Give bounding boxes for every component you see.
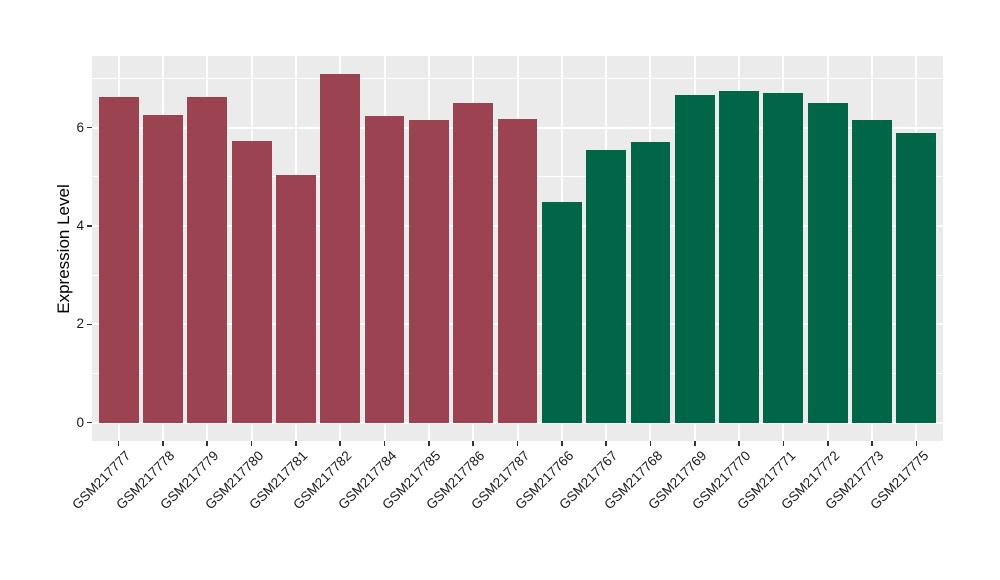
bar-GSM217787 (497, 118, 538, 423)
bar-GSM217771 (763, 92, 804, 423)
bar-GSM217770 (719, 91, 760, 423)
x-tick-mark-GSM217773 (871, 441, 873, 446)
plot-panel (92, 56, 943, 441)
x-tick-mark-GSM217787 (516, 441, 519, 446)
y-tick-label-4: 4 (76, 218, 84, 234)
x-tick-mark-GSM217766 (561, 441, 563, 446)
x-tick-mark-GSM217780 (250, 441, 253, 446)
x-tick-mark-GSM217769 (693, 441, 696, 446)
x-tick-mark-GSM217772 (826, 441, 829, 446)
x-tick-mark-GSM217786 (472, 441, 474, 446)
bar-GSM217773 (852, 120, 893, 423)
x-tick-mark-GSM217779 (206, 441, 209, 446)
x-tick-mark-GSM217778 (162, 441, 164, 446)
x-tick-mark-GSM217781 (295, 441, 297, 446)
y-tick-label-2: 2 (76, 316, 84, 332)
bar-GSM217784 (364, 116, 405, 423)
x-tick-mark-GSM217785 (428, 441, 430, 446)
bar-GSM217767 (586, 150, 627, 423)
x-tick-mark-GSM217775 (915, 441, 918, 446)
y-tick-label-6: 6 (76, 119, 84, 135)
y-tick-mark-6 (87, 126, 92, 129)
x-tick-mark-GSM217771 (782, 441, 785, 446)
bar-GSM217780 (231, 141, 272, 423)
x-tick-mark-GSM217767 (605, 441, 607, 446)
y-tick-mark-2 (87, 323, 92, 326)
y-tick-mark-4 (87, 225, 92, 227)
x-tick-mark-GSM217770 (738, 441, 740, 446)
bar-GSM217785 (408, 120, 449, 423)
bar-GSM217786 (453, 103, 494, 423)
bar-GSM217772 (807, 102, 848, 423)
x-tick-mark-GSM217768 (649, 441, 652, 446)
y-tick-label-0: 0 (76, 414, 84, 430)
x-tick-mark-GSM217777 (117, 441, 120, 446)
bar-GSM217779 (187, 97, 228, 423)
bar-GSM217781 (275, 175, 316, 423)
y-tick-mark-0 (87, 421, 92, 424)
bar-GSM217775 (896, 132, 937, 423)
bar-GSM217778 (142, 115, 183, 423)
bar-GSM217766 (541, 202, 582, 423)
bar-GSM217769 (674, 95, 715, 423)
bar-GSM217777 (98, 97, 139, 423)
bar-GSM217768 (630, 142, 671, 423)
x-tick-mark-GSM217782 (339, 441, 341, 446)
x-tick-mark-GSM217784 (383, 441, 386, 446)
bar-GSM217782 (320, 73, 361, 423)
